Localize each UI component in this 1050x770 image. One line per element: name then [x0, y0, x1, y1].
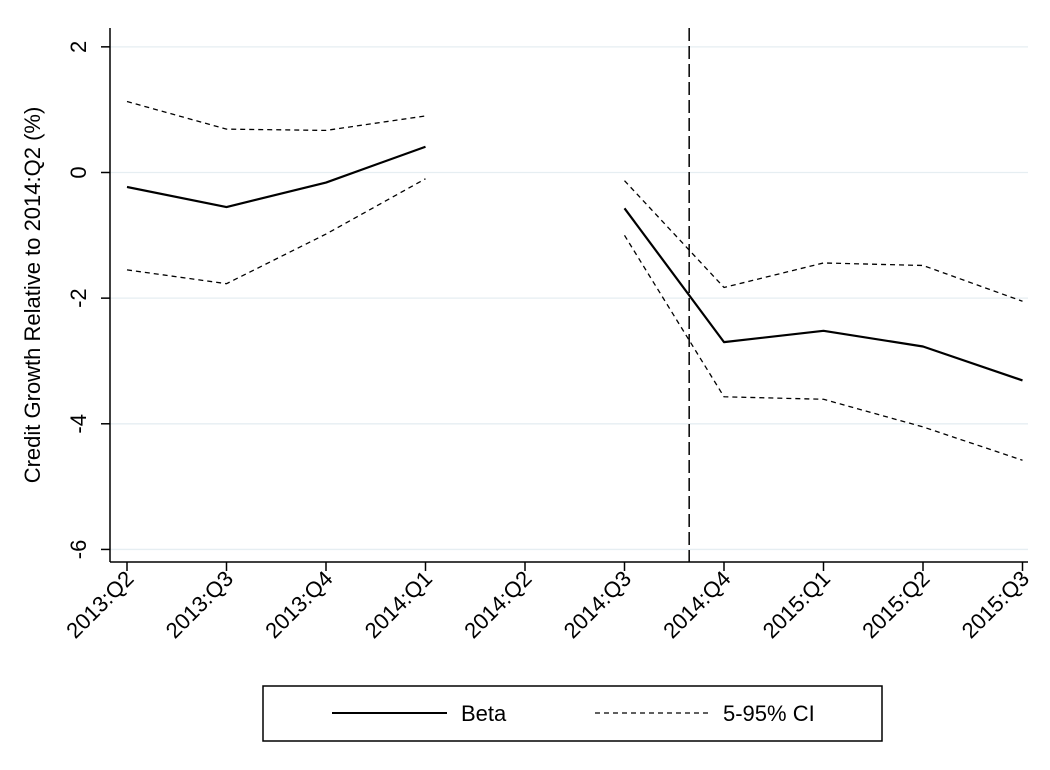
y-axis-title: Credit Growth Relative to 2014:Q2 (%)	[20, 107, 45, 484]
x-tick-label: 2013:Q3	[161, 566, 238, 643]
x-tick-label: 2014:Q2	[459, 566, 536, 643]
series-line-ci-upper	[126, 100, 426, 132]
x-tick-label: 2013:Q2	[61, 566, 138, 643]
legend-label-ci: 5-95% CI	[723, 701, 815, 726]
x-tick-label: 2015:Q3	[957, 566, 1034, 643]
gridlines	[110, 46, 1028, 551]
y-tick-label: 2	[66, 41, 91, 53]
series-line-beta	[126, 145, 426, 209]
legend: Beta 5-95% CI	[262, 685, 883, 742]
x-tick-label: 2014:Q3	[559, 566, 636, 643]
y-tick-label: -2	[66, 288, 91, 308]
series-line-beta	[623, 207, 1023, 382]
x-tick-label: 2013:Q4	[260, 566, 337, 643]
x-ticks: 2013:Q2 2013:Q3 2013:Q4 2014:Q1 2014:Q2 2014:…	[61, 562, 1034, 643]
series-line-ci-upper	[624, 180, 1023, 302]
x-tick-label: 2015:Q2	[857, 566, 934, 643]
x-tick-label: 2014:Q4	[658, 566, 735, 643]
series-line-ci-lower	[623, 234, 1023, 461]
x-tick-label: 2015:Q1	[758, 566, 835, 643]
y-tick-label: 0	[66, 166, 91, 178]
y-tick-label: -4	[66, 414, 91, 434]
series-line-ci-lower	[126, 178, 426, 285]
series	[126, 100, 1023, 461]
y-tick-label: -6	[66, 540, 91, 560]
y-ticks: 2 0 -2 -4 -6	[66, 41, 110, 559]
legend-label-beta: Beta	[461, 701, 507, 726]
axes	[109, 28, 1028, 563]
x-tick-label: 2014:Q1	[360, 566, 437, 643]
